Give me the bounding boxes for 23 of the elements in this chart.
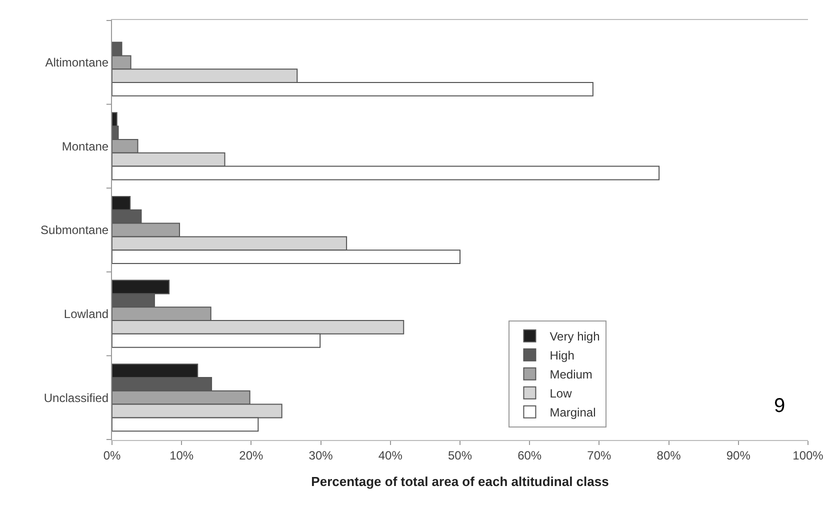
x-tick-label: 70% — [587, 448, 612, 462]
legend-label: High — [550, 348, 574, 363]
legend-label: Very high — [550, 330, 600, 344]
x-tick-label: 20% — [239, 448, 264, 462]
y-tick-label: Submontane — [40, 223, 109, 238]
x-tick-label: 50% — [448, 448, 472, 462]
x-tick-label: 60% — [518, 448, 542, 462]
x-tick-label: 80% — [656, 448, 682, 462]
legend-label: Marginal — [550, 406, 596, 420]
x-tick-label: 100% — [792, 448, 824, 462]
y-tick-label: Altimontane — [45, 56, 109, 70]
x-tick-label: 0% — [103, 448, 121, 462]
x-tick-label: 40% — [378, 448, 403, 462]
x-tick-label: 10% — [170, 448, 194, 462]
y-tick-label: Lowland — [64, 307, 109, 321]
y-tick-label: Montane — [62, 139, 109, 154]
y-tick-label: Unclassified — [44, 390, 109, 405]
x-tick-label: 90% — [726, 448, 751, 462]
x-tick-label: 30% — [308, 448, 334, 462]
legend-label: Low — [550, 386, 572, 401]
x-axis-title: Percentage of total area of each altitudinal class — [311, 474, 609, 489]
legend-label: Medium — [550, 368, 592, 382]
annotation: 9 — [774, 395, 786, 417]
